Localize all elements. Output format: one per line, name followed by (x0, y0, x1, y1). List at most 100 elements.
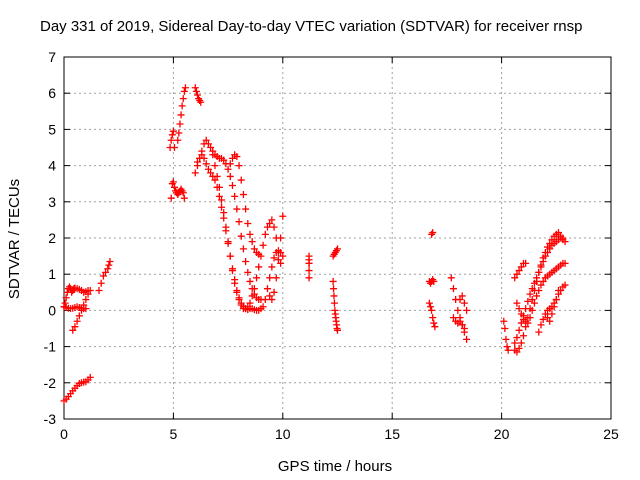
y-axis-label: SDTVAR / TECUs (6, 179, 23, 299)
data-point (261, 296, 269, 304)
data-point (561, 238, 569, 246)
data-point (73, 317, 81, 325)
grid (64, 57, 611, 419)
data-point (552, 296, 560, 304)
data-point (233, 286, 241, 294)
data-point (561, 281, 569, 289)
data-point (224, 165, 232, 173)
data-point (500, 317, 508, 325)
series-arc-27 (511, 234, 567, 347)
y-tick-label: 0 (48, 302, 56, 318)
series-arc-5 (95, 258, 114, 294)
data-point (226, 160, 234, 168)
data-point (277, 259, 285, 267)
series-arc-26 (511, 229, 569, 356)
data-point (528, 285, 536, 293)
data-point (535, 268, 543, 276)
series-arc-9 (191, 84, 205, 106)
data-point (179, 95, 187, 103)
data-point (266, 220, 274, 228)
data-point (167, 194, 175, 202)
tick-labels: 0 5 10 15 20 25 -3 -2 -1 0 1 2 3 4 5 6 7 (44, 49, 619, 442)
data-point (330, 299, 338, 307)
data-point (430, 277, 438, 285)
data-point (231, 192, 239, 200)
data-point (211, 162, 219, 170)
y-tick-label: 4 (48, 158, 56, 174)
series-arc-21 (425, 299, 439, 331)
data-point (526, 314, 534, 322)
data-point (554, 286, 562, 294)
data-point (528, 296, 536, 304)
data-point (544, 314, 552, 322)
data-point (274, 256, 282, 264)
y-tick-label: -3 (44, 411, 57, 427)
data-point (263, 223, 271, 231)
y-tick-label: 3 (48, 194, 56, 210)
series-arc-6 (166, 127, 178, 151)
data-point (104, 265, 112, 273)
data-point (270, 288, 278, 296)
data-point (554, 229, 562, 237)
data-point (334, 326, 341, 334)
data-point (541, 252, 549, 260)
data-point (239, 191, 247, 199)
data-point (330, 285, 338, 293)
series-arc-13 (226, 151, 263, 258)
data-point (535, 328, 543, 336)
data-point (82, 296, 90, 304)
data-point (175, 129, 183, 137)
data-point (544, 248, 552, 256)
data-point (511, 274, 519, 282)
y-tick-label: 6 (48, 85, 56, 101)
data-point (246, 277, 254, 285)
data-point (537, 321, 545, 329)
series-arc-22 (447, 274, 468, 332)
series-arc-19 (428, 229, 437, 238)
data-point (180, 194, 188, 202)
data-point (242, 205, 250, 213)
data-point (266, 292, 274, 300)
data-point (228, 154, 236, 162)
data-point (533, 292, 541, 300)
data-point (78, 306, 86, 314)
data-point (277, 248, 285, 256)
data-point (458, 321, 466, 329)
data-point (537, 263, 545, 271)
data-point (513, 270, 521, 278)
data-point (244, 268, 252, 276)
data-point (519, 332, 527, 340)
data-point (447, 274, 455, 282)
data-point (268, 216, 276, 224)
series-arc-12 (209, 147, 265, 304)
x-axis-label: GPS time / hours (278, 458, 392, 475)
y-tick-label: 7 (48, 49, 56, 65)
y-tick-label: -2 (44, 375, 57, 391)
data-point (334, 245, 341, 253)
data-point (528, 306, 536, 314)
data-point (263, 285, 271, 293)
data-point (177, 111, 185, 119)
data-point (71, 323, 79, 331)
series-arc-20 (425, 276, 438, 287)
axes (63, 56, 612, 420)
data-point (176, 120, 184, 128)
data-point (180, 87, 188, 95)
data-point (170, 144, 178, 151)
data-point (202, 160, 210, 168)
data-point (426, 303, 434, 311)
data-point (226, 172, 234, 180)
data-point (200, 154, 208, 162)
data-point (215, 192, 223, 200)
data-point (511, 339, 519, 347)
data-point (233, 205, 241, 213)
data-point (517, 310, 525, 318)
data-point (69, 326, 77, 334)
data-point (106, 258, 114, 266)
x-tick-label: 10 (275, 426, 291, 442)
series-arc-1 (60, 373, 94, 405)
data-point (522, 259, 530, 267)
data-point (550, 303, 558, 311)
data-point (513, 348, 521, 356)
data-point (530, 279, 538, 287)
